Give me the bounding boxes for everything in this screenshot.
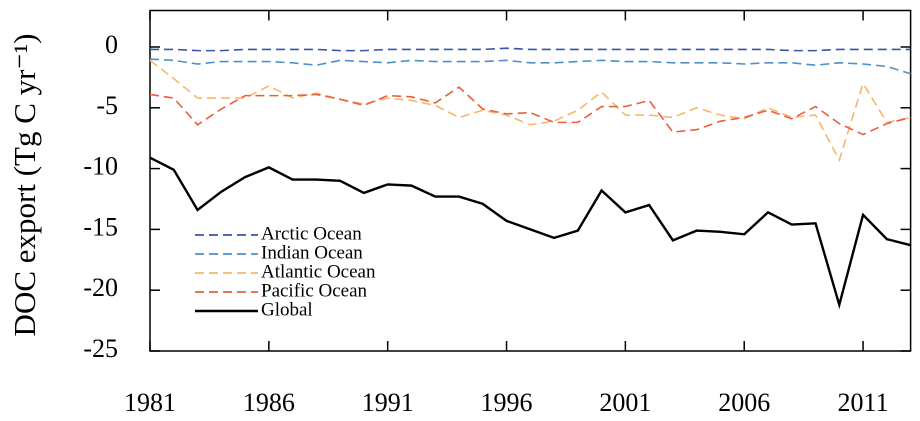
y-tick-label: -5 — [96, 91, 118, 120]
x-tick-label: 1981 — [124, 388, 176, 417]
legend-label: Global — [261, 299, 313, 320]
series-line — [149, 86, 911, 136]
x-tick-label: 1991 — [362, 388, 414, 417]
plot-frame — [149, 9, 912, 352]
x-tick-label: 1996 — [481, 388, 533, 417]
x-tick-label: 1986 — [243, 388, 295, 417]
y-axis-title: DOC export (Tg C yr⁻¹) — [7, 34, 42, 337]
legend-label: Indian Ocean — [261, 242, 363, 263]
series-line — [150, 47, 911, 52]
x-tick-label: 2011 — [838, 388, 889, 417]
y-tick-label: -15 — [83, 212, 118, 241]
y-tick-label: -10 — [83, 152, 118, 181]
series-line — [149, 58, 911, 75]
legend-label: Arctic Ocean — [261, 223, 362, 244]
y-tick-label: 0 — [105, 30, 118, 59]
x-tick-label: 2006 — [718, 388, 770, 417]
legend-label: Atlantic Ocean — [261, 261, 376, 282]
legend-label: Pacific Ocean — [261, 280, 368, 301]
x-tick-label: 2001 — [599, 388, 651, 417]
series-line — [149, 156, 911, 310]
y-tick-label: -25 — [83, 334, 118, 363]
series-line — [149, 59, 911, 163]
y-tick-label: -20 — [83, 273, 118, 302]
